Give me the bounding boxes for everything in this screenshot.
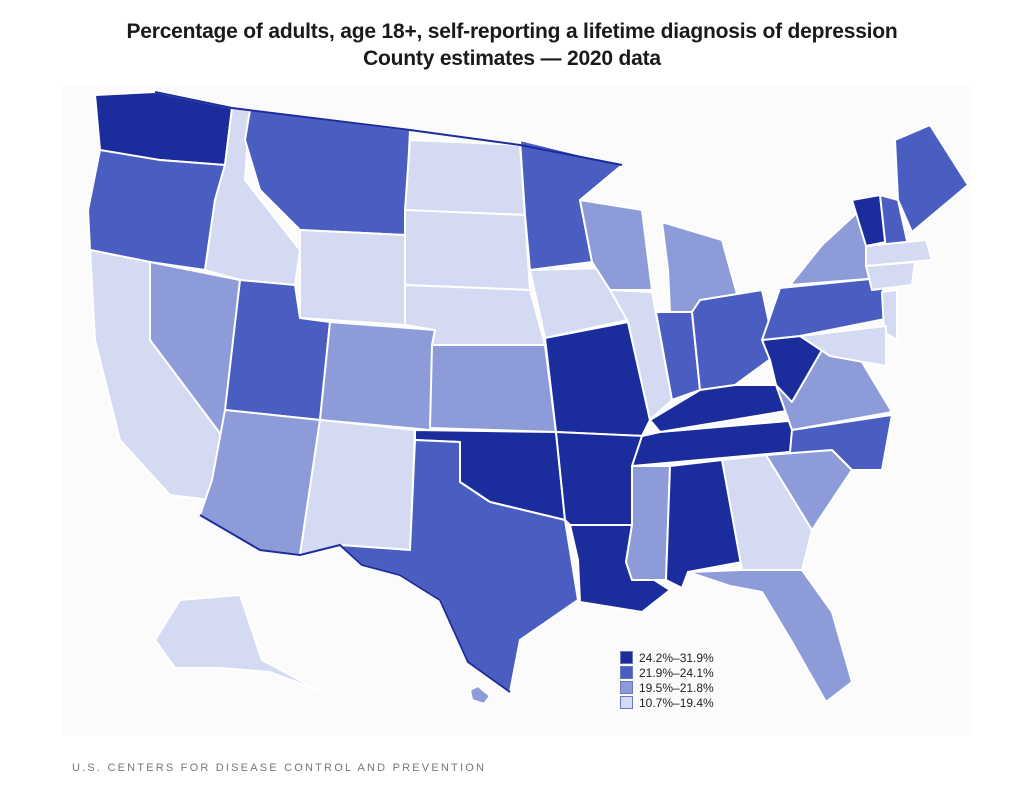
legend-item: 21.9%–24.1%: [620, 665, 714, 680]
state-ma: [865, 239, 933, 267]
state-ak: [154, 594, 319, 691]
legend-label: 19.5%–21.8%: [639, 680, 714, 695]
state-ga: [721, 454, 813, 571]
state-ms: [625, 465, 671, 581]
legend-label: 21.9%–24.1%: [639, 665, 714, 680]
legend-swatch: [620, 696, 633, 709]
legend-item: 24.2%–31.9%: [620, 650, 714, 665]
legend-item: 19.5%–21.8%: [620, 680, 714, 695]
legend: 24.2%–31.9% 21.9%–24.1% 19.5%–21.8% 10.7…: [620, 650, 714, 710]
map-title: Percentage of adults, age 18+, self-repo…: [0, 18, 1024, 72]
legend-swatch: [620, 651, 633, 664]
state-ct: [865, 261, 916, 291]
state-nd: [404, 139, 526, 216]
state-co: [319, 321, 436, 431]
legend-label: 10.7%–19.4%: [639, 695, 714, 710]
state-sd: [404, 209, 531, 291]
state-nm: [299, 419, 416, 556]
state-mo: [544, 321, 651, 437]
legend-item: 10.7%–19.4%: [620, 695, 714, 710]
title-line-1: Percentage of adults, age 18+, self-repo…: [126, 20, 898, 43]
source-credit: U.S. CENTERS FOR DISEASE CONTROL AND PRE…: [72, 762, 487, 774]
northern-border-line: [154, 91, 623, 166]
southern-border-line: [199, 514, 511, 693]
state-wy: [299, 229, 406, 326]
state-nc: [765, 414, 893, 471]
state-il: [609, 289, 673, 421]
legend-swatch: [620, 681, 633, 694]
state-me: [894, 124, 969, 233]
title-line-2: County estimates — 2020 data: [363, 47, 661, 70]
state-fl: [687, 569, 853, 703]
state-md: [799, 325, 887, 367]
legend-label: 24.2%–31.9%: [639, 650, 714, 665]
state-or: [87, 149, 226, 271]
state-hi: [469, 685, 491, 705]
legend-swatch: [620, 666, 633, 679]
state-ks: [429, 344, 557, 433]
